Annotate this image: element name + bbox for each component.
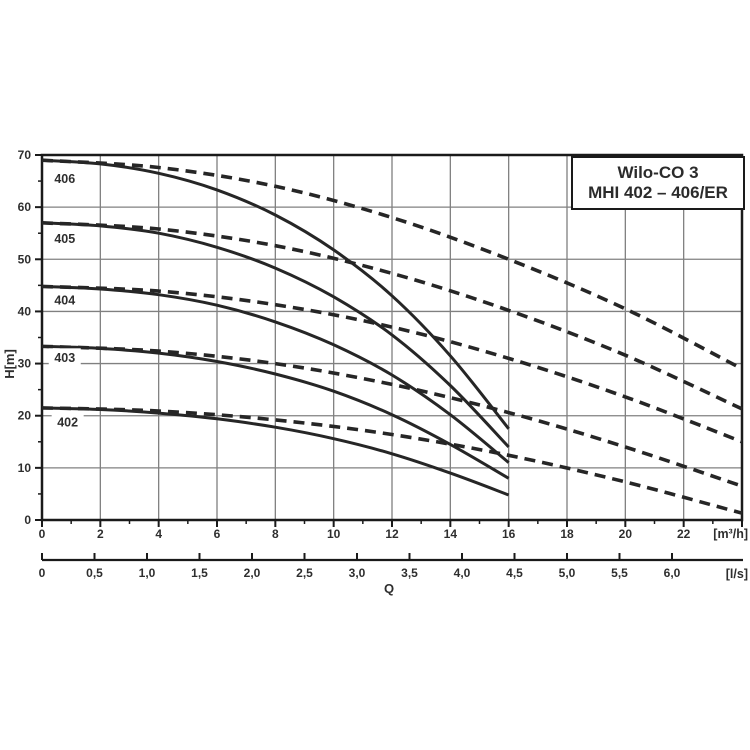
curve-label-text: 405 bbox=[54, 232, 75, 246]
curve-label-box bbox=[48, 348, 81, 367]
title-line-1: Wilo-CO 3 bbox=[617, 163, 699, 182]
x-tick-label: 4 bbox=[155, 527, 162, 541]
ls-tick-label: 5,0 bbox=[559, 566, 576, 580]
x-tick-label: 16 bbox=[502, 527, 516, 541]
curve-labels: 406 405 404 403 402 bbox=[48, 169, 84, 431]
ls-tick-label: 4,5 bbox=[506, 566, 523, 580]
x-tick-label: 20 bbox=[619, 527, 633, 541]
curve-405-dashed bbox=[41, 220, 743, 411]
curve-label-box bbox=[48, 290, 81, 309]
plot-frame bbox=[40, 153, 744, 522]
y-axis-title: H[m] bbox=[2, 349, 17, 379]
ls-tick-label: 0,5 bbox=[86, 566, 103, 580]
curves-dashed bbox=[41, 158, 743, 515]
curve-label-text: 402 bbox=[57, 415, 78, 429]
curve-label-text: 406 bbox=[54, 172, 75, 186]
x-tick-label: 2 bbox=[97, 527, 104, 541]
x-axis-unit-ls: [l/s] bbox=[726, 567, 748, 581]
x-axis-unit-m3h: [m³/h] bbox=[713, 527, 748, 541]
curve-label-box bbox=[51, 412, 84, 431]
curve-403-dashed bbox=[41, 344, 743, 488]
x-axis-ls: 0 0,5 1,0 1,5 2,0 2,5 3,0 3,5 4,0 4,5 5,0 5,5 6,0 [l/… bbox=[39, 553, 748, 596]
curves-solid bbox=[41, 158, 510, 497]
x-tick-label: 8 bbox=[272, 527, 279, 541]
curve-402-dashed bbox=[41, 406, 743, 515]
y-tick-label: 30 bbox=[18, 357, 32, 371]
x-tick-label: 10 bbox=[327, 527, 341, 541]
x-tick-label: 0 bbox=[39, 527, 46, 541]
ls-tick-label: 1,0 bbox=[139, 566, 156, 580]
ls-tick-label: 4,0 bbox=[454, 566, 471, 580]
x-tick-label: 14 bbox=[444, 527, 458, 541]
curve-label-box bbox=[48, 169, 81, 188]
y-tick-label: 40 bbox=[18, 304, 32, 318]
y-tick-label: 0 bbox=[24, 513, 31, 527]
y-tick-label: 20 bbox=[18, 409, 32, 423]
x-axis-m3h: 0 2 4 6 8 10 12 14 16 18 20 22 [m³/h] bbox=[39, 520, 748, 541]
y-axis: 0 10 20 30 40 50 60 70 H[m] bbox=[2, 148, 42, 527]
curve-403-solid bbox=[41, 344, 510, 480]
title-box: Wilo-CO 3 MHI 402 – 406/ER bbox=[571, 156, 745, 210]
x-tick-label: 22 bbox=[677, 527, 691, 541]
curve-404-dashed bbox=[41, 284, 743, 444]
x-tick-label: 6 bbox=[214, 527, 221, 541]
curve-402-solid bbox=[41, 406, 510, 497]
y-tick-label: 70 bbox=[18, 148, 32, 162]
y-tick-label: 50 bbox=[18, 252, 32, 266]
ls-tick-label: 3,0 bbox=[349, 566, 366, 580]
ls-tick-label: 3,5 bbox=[401, 566, 418, 580]
ls-tick-label: 2,0 bbox=[244, 566, 261, 580]
curve-404-solid bbox=[41, 284, 510, 464]
x-tick-label: 18 bbox=[560, 527, 574, 541]
ls-tick-label: 6,0 bbox=[664, 566, 681, 580]
ls-tick-label: 0 bbox=[39, 566, 46, 580]
curve-label-text: 404 bbox=[54, 293, 75, 307]
quantity-label: Q bbox=[384, 581, 394, 596]
ls-tick-label: 5,5 bbox=[611, 566, 628, 580]
title-line-2: MHI 402 – 406/ER bbox=[588, 183, 728, 202]
curve-406-solid bbox=[41, 158, 510, 430]
ls-tick-label: 2,5 bbox=[296, 566, 313, 580]
x-tick-label: 12 bbox=[385, 527, 399, 541]
curve-label-text: 403 bbox=[54, 351, 75, 365]
curve-label-box bbox=[48, 229, 81, 248]
curve-405-solid bbox=[41, 221, 510, 449]
y-tick-label: 60 bbox=[18, 200, 32, 214]
ls-tick-label: 1,5 bbox=[191, 566, 208, 580]
curve-406-dashed bbox=[41, 158, 743, 371]
y-tick-label: 10 bbox=[18, 461, 32, 475]
